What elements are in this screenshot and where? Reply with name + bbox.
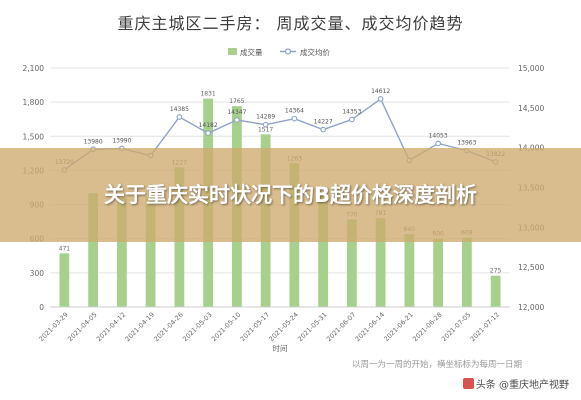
bar bbox=[88, 193, 99, 307]
bar bbox=[375, 218, 386, 307]
x-tick-label: 2021-05-17 bbox=[239, 311, 271, 343]
banner-overlay: 关于重庆实时状况下的B超价格深度剖析 bbox=[0, 148, 581, 242]
legend-swatch-bar bbox=[228, 48, 237, 55]
watermark: 头条 @重庆地产视野 bbox=[462, 376, 569, 391]
banner-title: 关于重庆实时状况下的B超价格深度剖析 bbox=[103, 183, 477, 207]
bar-value-label: 1765 bbox=[229, 98, 244, 105]
price-point bbox=[176, 114, 183, 120]
y-left-tick-label: 300 bbox=[30, 269, 45, 278]
x-tick-label: 2021-07-12 bbox=[469, 311, 501, 343]
y-right-tick-label: 12,500 bbox=[518, 263, 544, 272]
price-value-label: 14347 bbox=[227, 109, 246, 116]
price-value-label: 14385 bbox=[170, 106, 189, 113]
x-tick-label: 2021-04-05 bbox=[66, 311, 98, 343]
bar bbox=[116, 197, 127, 307]
chart-title: 重庆主城区二手房： 周成交量、成交均价趋势 bbox=[117, 14, 464, 33]
y-right-tick-label: 14,500 bbox=[518, 104, 544, 113]
y-left-tick-label: 0 bbox=[39, 303, 44, 312]
price-value-label: 14612 bbox=[371, 88, 390, 95]
bar bbox=[490, 275, 501, 307]
x-tick-label: 2021-05-10 bbox=[210, 311, 242, 343]
price-value-label: 13990 bbox=[112, 137, 131, 144]
axis-note: 以周一为一周的开始，横坐标标为每周一日期 bbox=[352, 360, 523, 370]
x-tick-label: 2021-06-07 bbox=[325, 311, 357, 343]
price-value-label: 13980 bbox=[84, 138, 103, 145]
legend-label-line: 成交均价 bbox=[300, 47, 330, 57]
price-value-label: 14053 bbox=[429, 132, 448, 139]
bar bbox=[404, 234, 415, 307]
bar bbox=[59, 253, 70, 307]
price-value-label: 14227 bbox=[314, 119, 333, 126]
price-point bbox=[349, 116, 355, 123]
bar-value-label: 1831 bbox=[200, 91, 215, 98]
price-point bbox=[262, 121, 269, 128]
x-tick-label: 2021-07-05 bbox=[440, 311, 472, 343]
x-tick-label: 2021-06-21 bbox=[382, 311, 414, 343]
x-tick-label: 2021-04-19 bbox=[124, 311, 156, 343]
price-value-label: 14364 bbox=[285, 108, 304, 115]
y-right-tick-label: 12,000 bbox=[518, 303, 544, 312]
x-tick-label: 2021-05-24 bbox=[267, 311, 299, 343]
x-tick-label: 2021-05-31 bbox=[296, 311, 328, 343]
bar bbox=[145, 197, 156, 307]
price-point bbox=[320, 126, 326, 133]
toutiao-logo-icon bbox=[462, 378, 474, 389]
bar bbox=[461, 237, 472, 307]
y-left-tick-label: 1,800 bbox=[23, 98, 45, 107]
price-point bbox=[234, 117, 240, 123]
y-right-tick-label: 15,000 bbox=[518, 64, 544, 73]
legend-label-bar: 成交量 bbox=[240, 47, 263, 57]
price-value-label: 13963 bbox=[457, 140, 476, 147]
x-tick-label: 2021-06-14 bbox=[354, 311, 386, 343]
x-tick-label: 2021-05-03 bbox=[181, 311, 213, 343]
x-axis-title: 时间 bbox=[273, 343, 288, 353]
watermark-text: 头条 @重庆地产视野 bbox=[475, 380, 569, 391]
y-left-tick-label: 1,500 bbox=[23, 132, 45, 141]
price-value-label: 14289 bbox=[256, 114, 275, 121]
x-tick-label: 2021-06-28 bbox=[411, 311, 443, 343]
y-left-tick-label: 2,100 bbox=[23, 64, 45, 73]
bar-value-label: 1517 bbox=[258, 126, 273, 133]
bar-value-label: 471 bbox=[59, 245, 71, 252]
x-tick-label: 2021-04-12 bbox=[95, 311, 127, 343]
price-point bbox=[377, 96, 384, 102]
bar bbox=[346, 219, 357, 307]
legend-swatch-marker bbox=[284, 48, 292, 55]
price-value-label: 14182 bbox=[199, 122, 218, 129]
price-point bbox=[435, 140, 441, 147]
bar bbox=[318, 193, 329, 307]
bar bbox=[433, 238, 444, 307]
bar-value-label: 275 bbox=[490, 268, 502, 275]
price-point bbox=[205, 130, 211, 137]
price-value-label: 14353 bbox=[342, 109, 361, 116]
x-tick-label: 2021-04-26 bbox=[152, 311, 184, 343]
price-point bbox=[291, 115, 298, 122]
x-tick-label: 2021-03-29 bbox=[37, 311, 69, 343]
